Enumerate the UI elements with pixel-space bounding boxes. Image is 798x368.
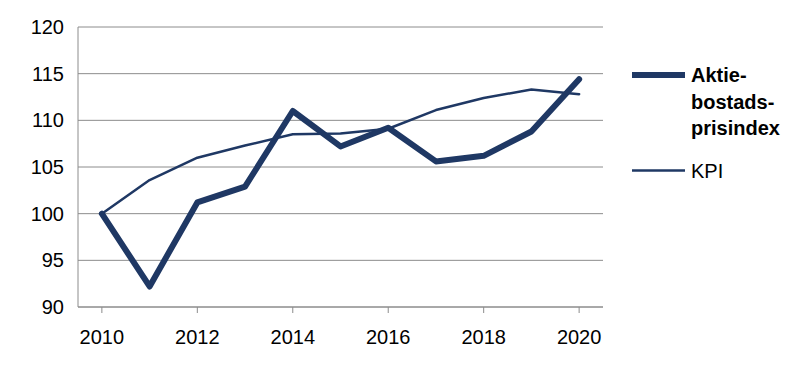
x-tick (197, 307, 198, 313)
x-tick (101, 307, 102, 313)
x-tick (483, 307, 484, 313)
grid-line (78, 27, 603, 28)
grid-line (78, 73, 603, 74)
x-tick (579, 307, 580, 313)
y-tick-label: 115 (32, 63, 64, 85)
grid-line (78, 167, 603, 168)
legend-label: Aktie-bostads-prisindex (691, 64, 780, 139)
x-tick-label: 2010 (80, 326, 125, 348)
legend-entry: KPI (632, 160, 723, 182)
legend-label-line: bostads- (691, 91, 774, 113)
x-tick (292, 307, 293, 313)
y-tick-label: 110 (32, 109, 64, 131)
legend-swatch (632, 72, 685, 78)
x-tick-label: 2018 (461, 326, 506, 348)
x-axis (78, 307, 603, 308)
x-tick-label: 2020 (557, 326, 602, 348)
grid-line (78, 260, 603, 261)
legend-entry: Aktie-bostads-prisindex (632, 64, 780, 139)
y-tick-label: 95 (42, 249, 64, 271)
y-tick-label: 105 (31, 156, 64, 178)
plot-area (102, 79, 579, 286)
grid-line (78, 120, 603, 121)
x-tick-label: 2012 (175, 326, 220, 348)
chart: 90 95 100 105 110 115 120 2010 2012 2014 2016 2018 2… (0, 0, 798, 368)
legend-label-line: prisindex (691, 117, 780, 139)
y-tick-label: 90 (42, 296, 64, 318)
series-line (102, 90, 579, 214)
y-axis (78, 27, 79, 307)
legend-swatch (632, 169, 685, 172)
grid-line (78, 307, 603, 308)
x-tick (388, 307, 389, 313)
legend-label-line: Aktie- (691, 64, 747, 86)
y-tick-label: 120 (31, 16, 64, 38)
series-line (102, 79, 579, 286)
legend-label: KPI (691, 160, 723, 182)
x-tick-label: 2014 (271, 326, 316, 348)
grid-line (78, 213, 603, 214)
legend-label-line: KPI (691, 160, 723, 182)
y-tick-label: 100 (31, 203, 64, 225)
x-tick-label: 2016 (366, 326, 411, 348)
